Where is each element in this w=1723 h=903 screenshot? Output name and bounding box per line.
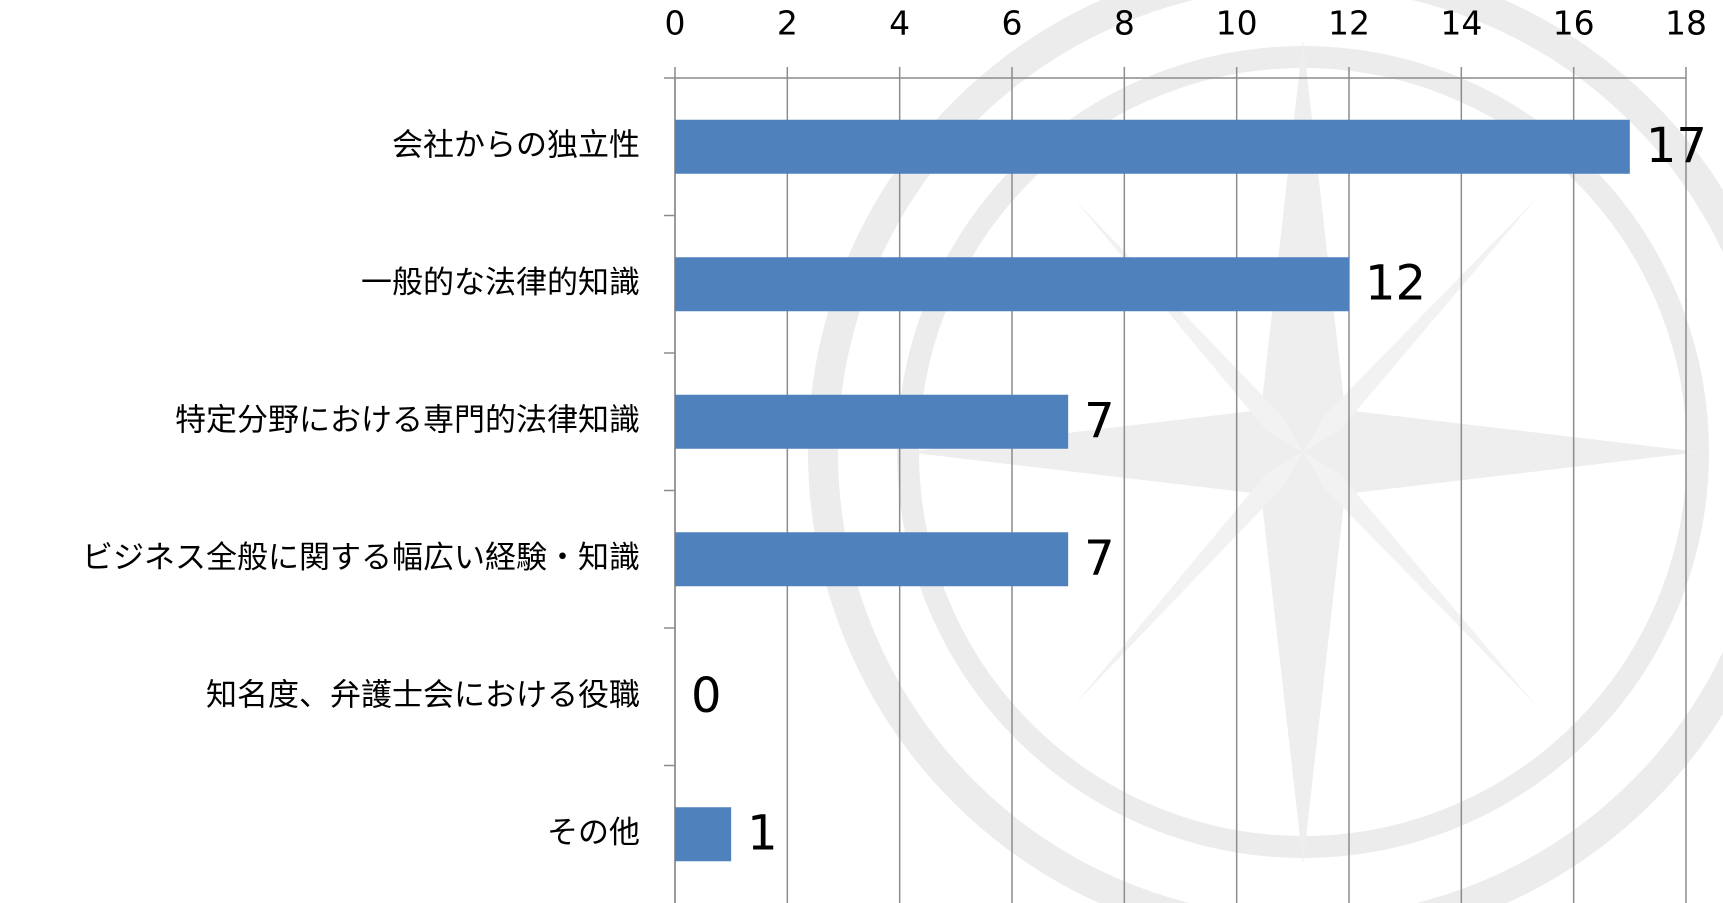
data-label: 12 — [1365, 255, 1426, 311]
bar — [675, 807, 732, 862]
data-label: 7 — [1084, 530, 1115, 586]
x-tick-label: 16 — [1553, 4, 1595, 43]
y-tick-label: 会社からの独立性 — [392, 127, 640, 163]
y-tick-label: ビジネス全般に関する幅広い経験・知識 — [82, 540, 640, 576]
data-label: 7 — [1084, 393, 1115, 449]
y-tick-label: その他 — [547, 815, 640, 851]
bar — [675, 257, 1349, 312]
x-tick-label: 6 — [1002, 4, 1023, 43]
y-tick-label: 知名度、弁護士会における役職 — [206, 677, 640, 713]
y-tick-label: 特定分野における専門的法律知識 — [175, 402, 640, 438]
y-tick-label: 一般的な法律的知識 — [361, 265, 640, 301]
data-label: 17 — [1646, 118, 1707, 174]
x-tick-label: 4 — [889, 4, 910, 43]
x-tick-label: 8 — [1114, 4, 1135, 43]
x-tick-label: 0 — [665, 4, 686, 43]
data-label: 0 — [691, 668, 722, 724]
watermark — [808, 0, 1723, 903]
bar — [675, 532, 1069, 587]
x-tick-label: 2 — [777, 4, 798, 43]
x-tick-label: 12 — [1328, 4, 1370, 43]
x-tick-label: 18 — [1665, 4, 1707, 43]
x-tick-label: 14 — [1440, 4, 1482, 43]
bar — [675, 119, 1630, 174]
data-label: 1 — [747, 805, 778, 861]
x-tick-label: 10 — [1216, 4, 1258, 43]
bar — [675, 394, 1069, 449]
